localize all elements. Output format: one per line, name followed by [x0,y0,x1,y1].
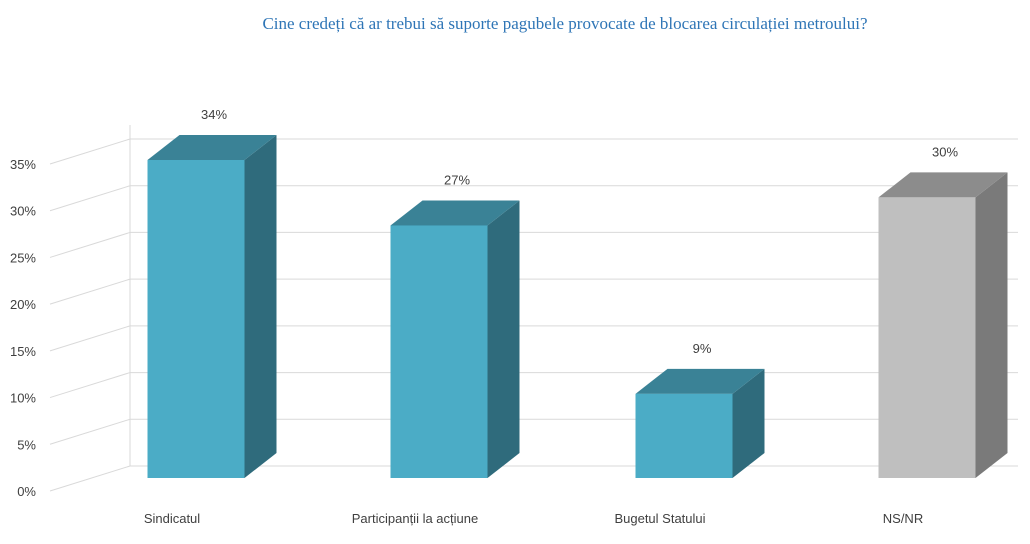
bar-front [147,160,245,478]
gridlines [49,125,1018,492]
y-tick-label: 35% [10,157,36,172]
data-label: 9% [693,341,712,356]
bar-side [732,368,765,478]
bar-side [975,172,1008,479]
chart-title: Cine credeți că ar trebui să suporte pag… [262,14,868,33]
bar-3 [635,368,765,478]
y-tick-label: 5% [17,437,36,452]
gridline-diagonal [49,231,131,258]
bar-top [147,135,277,160]
bar-top [390,200,520,226]
x-axis-categories: Sindicatul Participanții la acțiune Bugetu… [144,511,923,526]
bar-front [390,225,488,478]
gridline-diagonal [49,278,131,305]
bars [147,135,1008,479]
y-tick-label: 20% [10,297,36,312]
x-category-label: Sindicatul [144,511,200,526]
bar-2 [390,200,520,478]
data-label: 30% [932,144,958,159]
bar-1 [147,135,277,478]
gridline-diagonal [49,372,131,399]
x-category-label: NS/NR [883,511,923,526]
gridline-diagonal [49,465,131,492]
bar-front [635,393,733,478]
data-labels: 34% 27% 9% 30% [201,107,958,356]
y-axis-ticks: 0% 5% 10% 15% 20% 25% 30% 35% [10,157,36,499]
y-tick-label: 30% [10,204,36,219]
y-tick-label: 25% [10,250,36,265]
x-category-label: Participanții la acțiune [352,511,478,526]
gridline-diagonal [49,185,131,212]
bar-side [487,200,520,478]
bar-side [244,135,277,478]
y-tick-label: 0% [17,484,36,499]
bar-4 [878,172,1008,479]
y-tick-label: 15% [10,344,36,359]
gridline-diagonal [49,138,131,165]
data-label: 27% [444,172,470,187]
data-label: 34% [201,107,227,122]
gridline-diagonal [49,325,131,352]
bar-top [635,368,765,394]
bar-front [878,197,976,479]
y-tick-label: 10% [10,391,36,406]
gridline-diagonal [49,418,131,445]
bar-top [878,172,1008,198]
x-category-label: Bugetul Statului [614,511,705,526]
